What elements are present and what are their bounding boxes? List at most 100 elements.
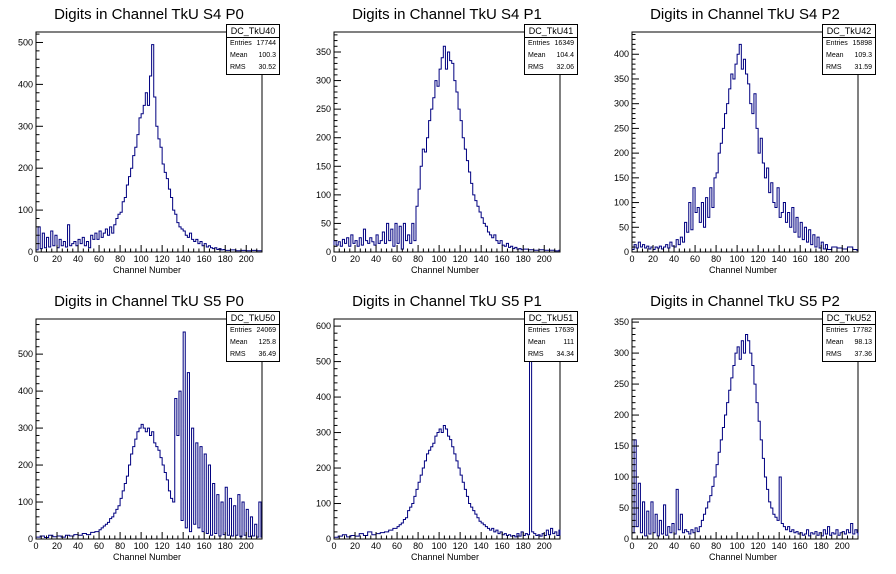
- x-tick-label: 20: [350, 254, 360, 264]
- x-tick-label: 200: [537, 254, 552, 264]
- y-tick-label: 50: [619, 503, 629, 513]
- x-tick-label: 20: [52, 254, 62, 264]
- stats-row-entries: Entries 24069: [227, 325, 279, 337]
- y-tick-label: 350: [614, 74, 629, 84]
- x-tick-label: 80: [413, 541, 423, 551]
- x-tick-label: 100: [730, 254, 745, 264]
- stats-label: Mean: [230, 339, 248, 346]
- x-tick-label: 200: [835, 254, 850, 264]
- histogram-panel-s4-p0: Digits in Channel TkU S4 P0 0 20 40 60 80 100…: [0, 0, 298, 287]
- x-tick-label: 180: [814, 254, 829, 264]
- stats-row-mean: Mean 100.3: [227, 50, 279, 62]
- panel-title: Digits in Channel TkU S4 P2: [650, 6, 840, 23]
- x-tick-label: 160: [197, 541, 212, 551]
- stats-label: Mean: [826, 52, 844, 59]
- stats-row-rms: RMS 32.06: [525, 62, 577, 74]
- x-tick-label: 40: [371, 254, 381, 264]
- stats-row-entries: Entries 16349: [525, 38, 577, 50]
- stats-value: 17639: [554, 327, 574, 334]
- stats-value: 125.8: [258, 339, 276, 346]
- x-tick-label: 80: [711, 541, 721, 551]
- histogram-panel-s5-p0: Digits in Channel TkU S5 P0 0 20 40 60 80 100…: [0, 287, 298, 574]
- x-tick-label: 200: [239, 254, 254, 264]
- x-tick-label: 100: [432, 254, 447, 264]
- x-tick-label: 40: [73, 541, 83, 551]
- x-tick-label: 120: [155, 254, 170, 264]
- y-tick-label: 0: [28, 534, 33, 544]
- stats-label: Entries: [826, 327, 848, 334]
- x-tick-label: 200: [239, 541, 254, 551]
- stats-value: 17744: [256, 40, 276, 47]
- x-tick-label: 180: [814, 541, 829, 551]
- y-tick-label: 500: [18, 349, 33, 359]
- x-tick-label: 80: [115, 254, 125, 264]
- x-tick-label: 0: [33, 254, 38, 264]
- stats-value: 31.59: [854, 64, 872, 71]
- x-tick-label: 60: [392, 541, 402, 551]
- plot-frame: [631, 318, 859, 540]
- stats-name: DC_TkU40: [227, 25, 279, 38]
- y-tick-label: 0: [326, 247, 331, 257]
- stats-label: Mean: [528, 339, 546, 346]
- x-tick-label: 140: [176, 541, 191, 551]
- x-tick-label: 100: [134, 254, 149, 264]
- x-tick-label: 120: [453, 541, 468, 551]
- y-tick-label: 100: [316, 499, 331, 509]
- stats-row-mean: Mean 104.4: [525, 50, 577, 62]
- y-tick-label: 0: [624, 534, 629, 544]
- stats-box: DC_TkU52 Entries 17782 Mean 98.13 RMS 37.36: [822, 311, 876, 362]
- x-tick-label: 100: [432, 541, 447, 551]
- x-tick-label: 40: [73, 254, 83, 264]
- stats-value: 32.06: [556, 64, 574, 71]
- stats-value: 109.3: [854, 52, 872, 59]
- histogram-plot: 0 20 40 60 80 100 120 140 160 180 200 0 100 200 300 400…: [18, 31, 263, 264]
- stats-label: RMS: [826, 64, 842, 71]
- stats-value: 104.4: [556, 52, 574, 59]
- x-tick-label: 0: [629, 254, 634, 264]
- x-tick-label: 160: [793, 254, 808, 264]
- stats-row-entries: Entries 17782: [823, 325, 875, 337]
- stats-value: 100.3: [258, 52, 276, 59]
- y-tick-label: 200: [316, 463, 331, 473]
- stats-row-rms: RMS 37.36: [823, 349, 875, 361]
- x-tick-label: 40: [669, 541, 679, 551]
- y-tick-label: 350: [614, 317, 629, 327]
- y-tick-label: 100: [316, 190, 331, 200]
- stats-label: RMS: [826, 351, 842, 358]
- y-tick-label: 500: [316, 357, 331, 367]
- stats-value: 24069: [256, 327, 276, 334]
- stats-row-rms: RMS 31.59: [823, 62, 875, 74]
- x-tick-label: 180: [218, 254, 233, 264]
- y-tick-label: 200: [316, 133, 331, 143]
- histogram-panel-s4-p2: Digits in Channel TkU S4 P2 0 20 40 60 80 100…: [596, 0, 894, 287]
- y-tick-label: 250: [614, 123, 629, 133]
- histogram-plot: 0 20 40 60 80 100 120 140 160 180 200 0 50 100 150 200 2…: [316, 31, 561, 264]
- x-axis-label: Channel Number: [113, 552, 182, 562]
- stats-row-rms: RMS 30.52: [227, 62, 279, 74]
- y-tick-label: 300: [316, 76, 331, 86]
- y-tick-label: 200: [614, 148, 629, 158]
- stats-value: 16349: [554, 40, 574, 47]
- stats-value: 36.49: [258, 351, 276, 358]
- stats-row-mean: Mean 98.13: [823, 337, 875, 349]
- y-tick-label: 300: [614, 99, 629, 109]
- x-tick-label: 200: [537, 541, 552, 551]
- stats-label: RMS: [528, 64, 544, 71]
- stats-label: Mean: [826, 339, 844, 346]
- histogram-plot: 0 20 40 60 80 100 120 140 160 180 200 0 100 200 300 400…: [18, 318, 263, 551]
- histogram-line: [35, 331, 263, 539]
- y-tick-label: 150: [316, 161, 331, 171]
- stats-row-rms: RMS 34.34: [525, 349, 577, 361]
- histogram-panel-s4-p1: Digits in Channel TkU S4 P1 0 20 40 60 80 100…: [298, 0, 596, 287]
- x-tick-label: 160: [495, 254, 510, 264]
- y-tick-label: 350: [316, 47, 331, 57]
- x-tick-label: 120: [751, 541, 766, 551]
- x-tick-label: 20: [350, 541, 360, 551]
- histogram-line: [333, 45, 561, 252]
- stats-row-rms: RMS 36.49: [227, 349, 279, 361]
- x-tick-label: 20: [648, 541, 658, 551]
- y-tick-label: 150: [614, 441, 629, 451]
- panel-title: Digits in Channel TkU S5 P0: [54, 293, 244, 310]
- y-tick-label: 0: [28, 247, 33, 257]
- stats-row-entries: Entries 15898: [823, 38, 875, 50]
